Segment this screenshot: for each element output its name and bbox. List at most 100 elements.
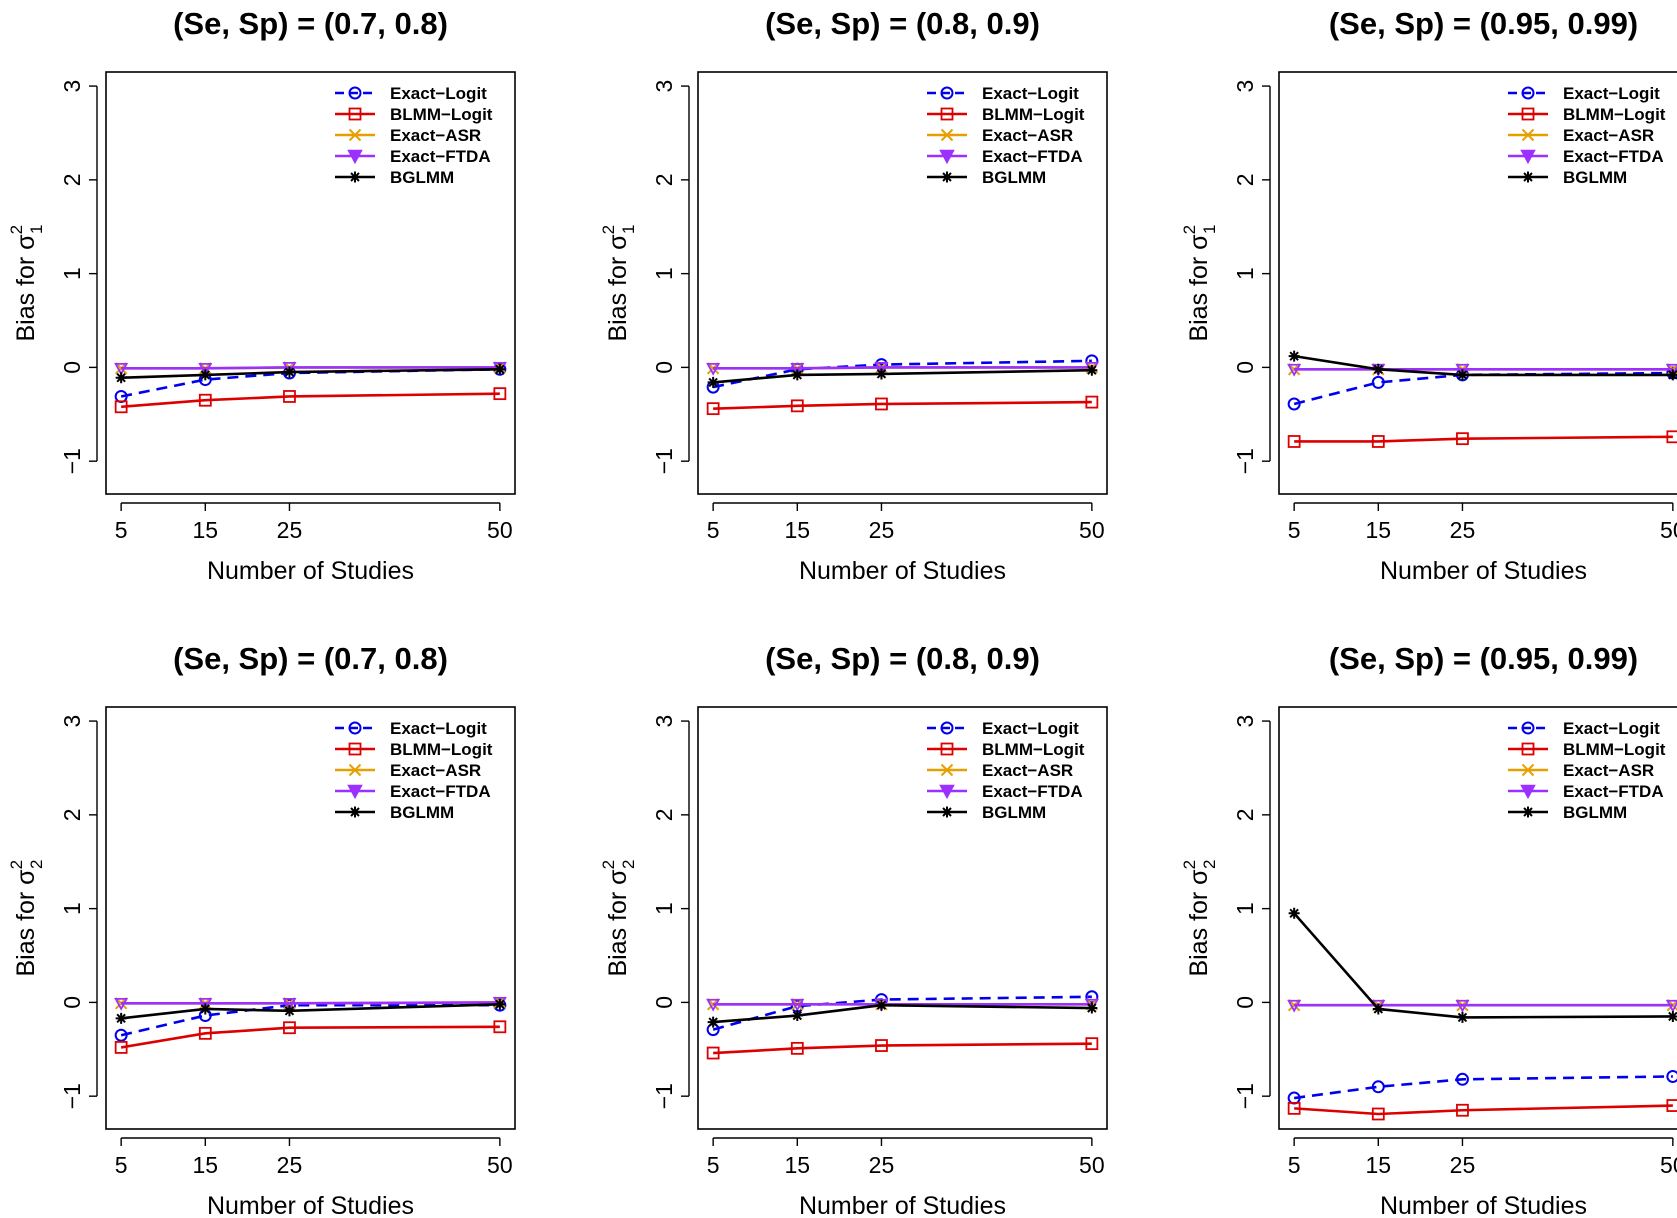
legend-label: BLMM−Logit xyxy=(390,740,493,759)
legend-label: BLMM−Logit xyxy=(1563,740,1666,759)
legend-symbol xyxy=(1522,806,1534,818)
legend: Exact−Logit BLMM−Logit Exact−ASR Exact−FTDA… xyxy=(927,84,1085,187)
chart-panel-1: (Se, Sp) = (0.7, 0.8) 5 15 25 50 Number of St… xyxy=(7,6,516,585)
legend-symbol xyxy=(1520,149,1536,165)
series-line xyxy=(1293,1075,1673,1100)
data-point xyxy=(1086,1002,1098,1014)
legend-item: Exact−FTDA xyxy=(927,147,1083,166)
data-point xyxy=(199,369,211,381)
series-bglmm xyxy=(707,999,1098,1028)
x-axis-label: Number of Studies xyxy=(1380,557,1587,585)
series-line xyxy=(121,367,500,380)
x-tick-label: 25 xyxy=(1450,517,1476,543)
data-point xyxy=(706,998,721,1012)
legend-symbol xyxy=(940,742,954,756)
chart-title: (Se, Sp) = (0.7, 0.8) xyxy=(173,6,448,41)
data-point xyxy=(283,1021,296,1035)
data-point xyxy=(791,369,803,381)
x-axis: 5 15 25 50 xyxy=(707,1137,1105,1178)
data-point xyxy=(494,363,506,375)
legend-label: BLMM−Logit xyxy=(982,105,1085,124)
legend-symbol xyxy=(347,149,363,165)
legend-item: Exact−Logit xyxy=(335,84,487,103)
legend-item: BGLMM xyxy=(927,168,1046,187)
y-tick-label: 3 xyxy=(1232,80,1258,93)
chart-title: (Se, Sp) = (0.8, 0.9) xyxy=(765,6,1040,41)
plot-frame xyxy=(697,71,1108,495)
x-axis-label: Number of Studies xyxy=(1380,1192,1587,1218)
legend-symbol xyxy=(940,763,954,777)
legend-item: Exact−ASR xyxy=(1508,761,1654,780)
legend-label: Exact−ASR xyxy=(390,761,481,780)
x-axis: 5 15 25 50 xyxy=(1288,1137,1677,1178)
legend: Exact−Logit BLMM−Logit Exact−ASR Exact−FTDA… xyxy=(335,84,493,187)
data-point xyxy=(1667,1010,1677,1022)
series-blmm-logit xyxy=(114,387,507,414)
series-exact-ftda xyxy=(114,997,507,1011)
legend-item: Exact−Logit xyxy=(927,84,1079,103)
legend: Exact−Logit BLMM−Logit Exact−ASR Exact−FTDA… xyxy=(1508,719,1666,822)
series-line xyxy=(713,1003,1092,1024)
x-tick-label: 25 xyxy=(277,517,303,543)
data-point xyxy=(1288,350,1300,362)
legend-symbol xyxy=(1521,742,1535,756)
data-point xyxy=(1086,364,1098,376)
legend-label: BGLMM xyxy=(1563,168,1627,187)
series-line xyxy=(121,366,500,370)
legend-symbol xyxy=(940,86,954,100)
y-tick-label: 1 xyxy=(59,902,85,915)
legend-label: BGLMM xyxy=(1563,803,1627,822)
data-point xyxy=(875,368,887,380)
series-blmm-logit xyxy=(706,395,1099,416)
series-blmm-logit xyxy=(1287,430,1677,448)
data-point xyxy=(1287,1101,1301,1115)
data-point xyxy=(706,362,721,376)
legend-label: Exact−Logit xyxy=(982,719,1079,738)
series-exact-logit xyxy=(1287,1069,1677,1105)
data-point xyxy=(198,1026,212,1040)
legend-item: BLMM−Logit xyxy=(1508,740,1666,759)
series-line xyxy=(1293,371,1673,406)
series-blmm-logit xyxy=(706,1037,1099,1060)
data-point xyxy=(706,402,720,416)
series-bglmm xyxy=(115,363,506,384)
series-blmm-logit xyxy=(1287,1099,1677,1121)
y-tick-label: 0 xyxy=(1232,996,1258,1009)
y-tick-label: 2 xyxy=(59,808,85,821)
x-axis-label: Number of Studies xyxy=(799,1192,1006,1218)
y-tick-label: 2 xyxy=(651,808,677,821)
y-tick-label: −1 xyxy=(651,1083,677,1109)
legend-item: Exact−Logit xyxy=(335,719,487,738)
legend-symbol xyxy=(349,806,361,818)
data-point xyxy=(875,397,888,411)
legend-label: Exact−Logit xyxy=(1563,84,1660,103)
x-tick-label: 25 xyxy=(869,517,895,543)
data-point xyxy=(493,1020,507,1034)
series-line xyxy=(120,1025,500,1049)
x-tick-label: 50 xyxy=(1079,1152,1105,1178)
legend-symbol xyxy=(348,721,362,735)
plot-frame xyxy=(697,706,1108,1130)
data-point xyxy=(114,1028,128,1042)
y-tick-label: 0 xyxy=(59,361,85,374)
x-tick-label: 50 xyxy=(487,517,513,543)
data-point xyxy=(114,362,129,376)
plot-frame xyxy=(1278,706,1677,1130)
y-tick-label: 2 xyxy=(1232,808,1258,821)
data-point xyxy=(1455,1072,1469,1086)
legend-symbol xyxy=(1521,763,1535,777)
plot-frame xyxy=(105,706,516,1130)
y-axis: −1 0 1 2 3 xyxy=(59,80,98,474)
x-tick-label: 15 xyxy=(785,517,811,543)
legend-item: BGLMM xyxy=(1508,168,1627,187)
x-tick-label: 15 xyxy=(193,1152,219,1178)
data-point xyxy=(1455,999,1470,1013)
data-point xyxy=(1665,363,1677,377)
x-axis: 5 15 25 50 xyxy=(707,502,1105,543)
legend: Exact−Logit BLMM−Logit Exact−ASR Exact−FTDA… xyxy=(335,719,493,822)
x-tick-label: 50 xyxy=(1079,517,1105,543)
data-point xyxy=(790,399,804,413)
legend-label: BGLMM xyxy=(982,168,1046,187)
data-point xyxy=(1287,397,1301,411)
series-line xyxy=(712,995,1092,1031)
